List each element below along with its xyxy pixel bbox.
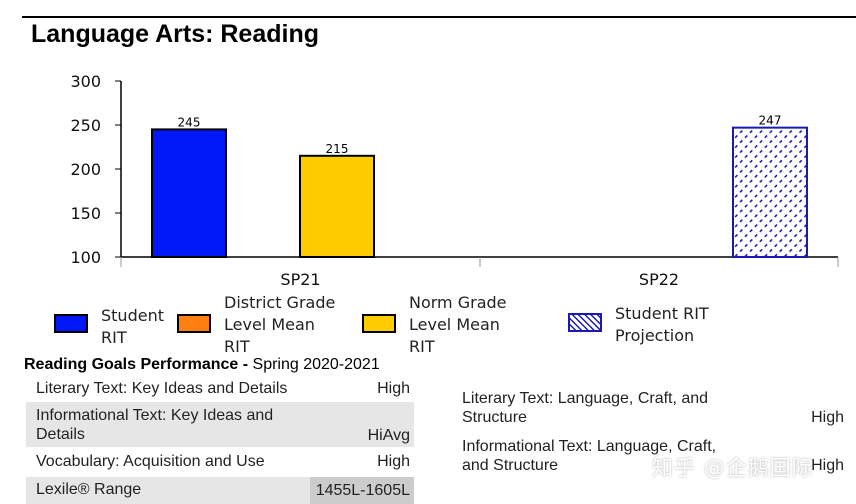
y-tick-label: 100 [70,248,101,267]
goal-row-informational-key-ideas: Informational Text: Key Ideas and Detail… [26,402,414,447]
page-title: Language Arts: Reading [31,20,319,48]
bar [732,126,808,258]
goal-value: High [377,453,410,470]
header-rule [22,16,856,18]
legend-swatch [54,314,88,333]
watermark: 知乎 @企鹅国际 [652,456,814,480]
goal-name: Literary Text: Language, Craft, and Stru… [462,390,709,426]
goal-name: Vocabulary: Acquisition and Use [36,453,265,470]
y-tick-label: 250 [70,116,101,135]
legend-label: Student RIT [101,306,164,347]
goal-value: HiAvg [367,427,410,444]
goals-heading: Reading Goals Performance - Spring 2020-… [24,356,380,374]
legend-swatch [568,313,602,332]
goal-row-literary-craft: Literary Text: Language, Craft, and Stru… [452,389,846,431]
goal-row-literary-key-ideas: Literary Text: Key Ideas and Details Hig… [26,379,414,400]
goal-row-vocabulary: Vocabulary: Acquisition and Use High [26,452,414,473]
x-tick-label: SP21 [280,270,320,289]
bar [151,128,227,258]
goal-value: High [377,380,410,397]
legend-swatch [362,314,396,333]
goal-name: Informational Text: Language, Craft, and… [462,438,717,474]
x-tick-label: SP22 [639,270,679,289]
goals-heading-label: Reading Goals Performance - [24,356,253,373]
bar-data-label: 215 [326,142,349,156]
legend-label: Student RIT Projection [615,304,709,345]
y-tick-label: 150 [70,204,101,223]
bar [299,154,375,258]
goal-name: Literary Text: Key Ideas and Details [36,380,288,397]
goals-season: Spring 2020-2021 [252,356,380,373]
lexile-name: Lexile® Range [36,481,142,498]
lexile-value: 1455L-1605L [310,477,414,504]
legend-label: District Grade Level Mean RIT [224,293,336,356]
goal-value: High [811,457,844,474]
goal-value: High [811,409,844,426]
y-tick-label: 200 [70,160,101,179]
goal-row-informational-craft: Informational Text: Language, Craft, and… [452,437,846,479]
y-tick-label: 300 [70,72,101,91]
bar-data-label: 245 [178,115,201,129]
legend-label: Norm Grade Level Mean RIT [409,293,507,356]
goal-name: Informational Text: Key Ideas and Detail… [36,407,274,443]
legend-swatch [177,314,211,333]
lexile-row: Lexile® Range 1455L-1605L [26,477,414,504]
bar-chart: 300 250 200 150 100 SP21 SP22 245 215 247 [70,72,839,289]
bar-data-label: 247 [759,114,782,128]
